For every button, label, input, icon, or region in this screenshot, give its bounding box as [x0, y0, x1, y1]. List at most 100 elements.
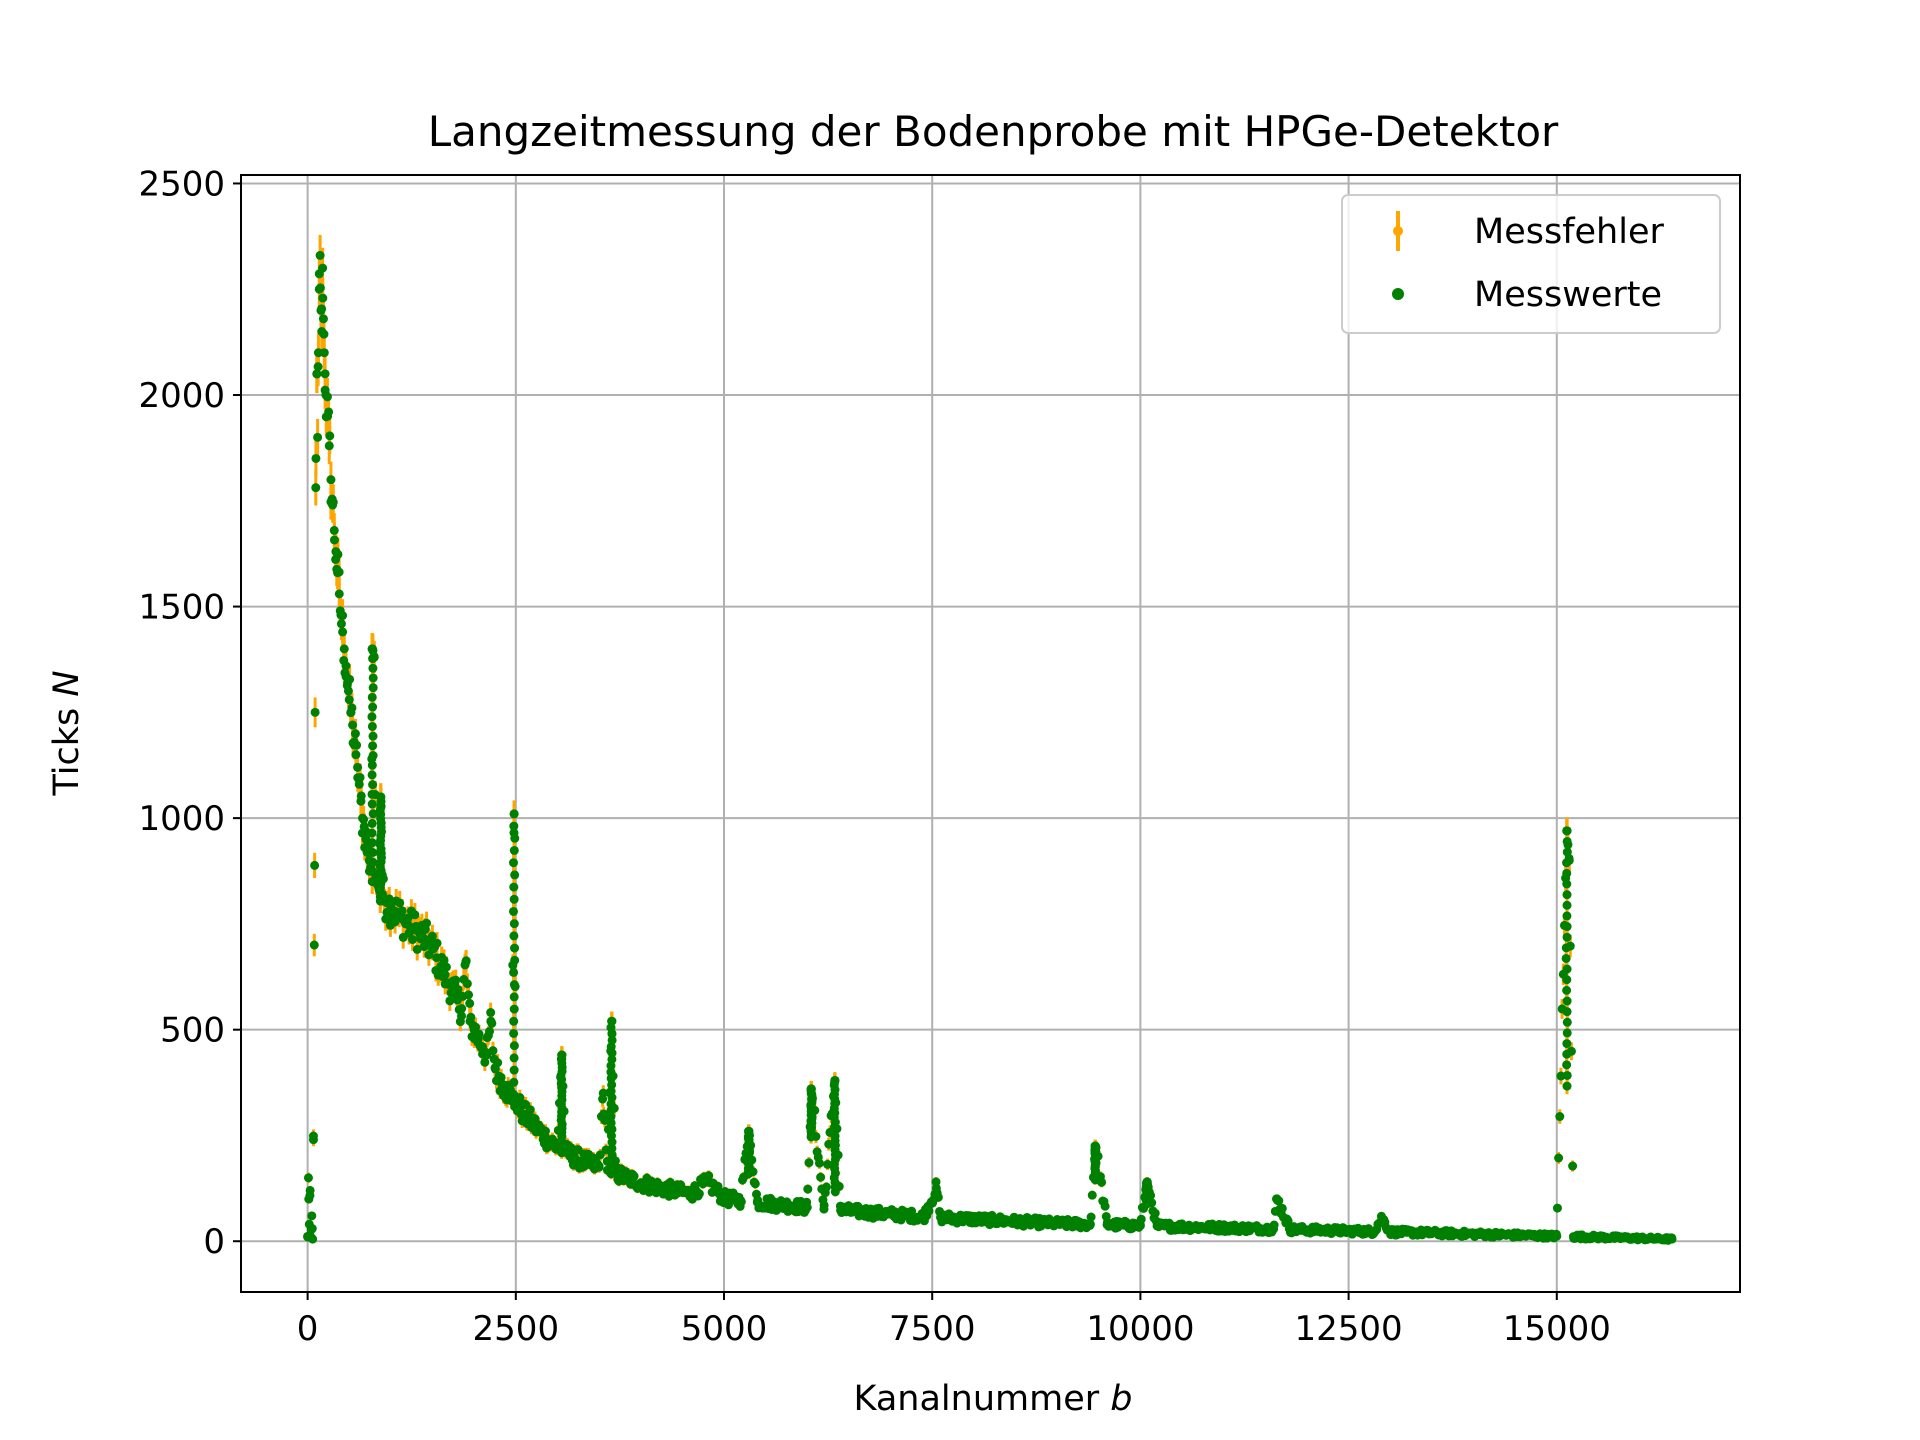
- data-point: [465, 1016, 475, 1026]
- data-point: [368, 780, 378, 790]
- data-point: [702, 1177, 712, 1187]
- data-point: [986, 1215, 995, 1225]
- data-point: [1562, 1028, 1572, 1038]
- data-point: [1562, 1017, 1572, 1027]
- data-point: [816, 1172, 826, 1182]
- data-point: [1069, 1219, 1079, 1229]
- data-point: [509, 1004, 519, 1014]
- data-point: [606, 1105, 616, 1115]
- data-point: [317, 327, 327, 337]
- data-point: [586, 1159, 596, 1169]
- data-point: [320, 369, 330, 379]
- legend-box: [1341, 194, 1721, 334]
- data-point: [315, 250, 325, 260]
- data-point: [331, 547, 341, 557]
- data-point: [1562, 996, 1572, 1006]
- data-point: [422, 918, 432, 928]
- data-point: [323, 411, 333, 421]
- data-point: [1319, 1225, 1329, 1235]
- y-axis-label-symbol: N: [47, 670, 87, 696]
- data-point: [307, 1211, 317, 1221]
- x-axis-label-symbol: b: [1110, 1379, 1132, 1419]
- x-axis-label: Kanalnummer b: [854, 1379, 1133, 1419]
- data-point: [453, 995, 463, 1005]
- data-point: [1283, 1216, 1293, 1226]
- data-point: [395, 898, 405, 908]
- legend-label-messwerte: Messwerte: [1474, 275, 1662, 315]
- data-point: [1035, 1218, 1045, 1228]
- data-point: [1562, 879, 1572, 889]
- data-point: [480, 1057, 490, 1067]
- data-point: [606, 1112, 616, 1122]
- data-point: [329, 525, 339, 535]
- data-points: [303, 250, 1677, 1245]
- data-point: [508, 906, 518, 916]
- data-point: [1562, 1070, 1572, 1080]
- data-point: [304, 1219, 314, 1229]
- data-point: [606, 1118, 616, 1128]
- data-point: [836, 1205, 846, 1215]
- data-point: [1152, 1221, 1162, 1231]
- data-point: [310, 860, 320, 870]
- legend: Messfehler Messwerte: [1341, 194, 1721, 334]
- data-point: [607, 1054, 617, 1064]
- data-point: [509, 1053, 519, 1063]
- x-tick-label: 2500: [473, 1309, 560, 1349]
- data-point: [1452, 1229, 1462, 1239]
- x-tick-label: 7500: [889, 1309, 976, 1349]
- data-point: [1135, 1221, 1145, 1231]
- data-point: [364, 855, 374, 865]
- data-point: [602, 1165, 612, 1175]
- data-point: [1277, 1203, 1287, 1213]
- data-point: [823, 1159, 833, 1169]
- data-point: [498, 1080, 508, 1090]
- data-point: [719, 1193, 729, 1203]
- data-point: [461, 957, 471, 967]
- data-point: [509, 992, 519, 1002]
- data-point: [569, 1152, 579, 1162]
- data-point: [448, 987, 458, 997]
- data-point: [924, 1206, 934, 1216]
- data-point: [473, 1033, 483, 1043]
- data-point: [1562, 922, 1572, 932]
- data-point: [669, 1185, 679, 1195]
- data-point: [367, 818, 377, 828]
- data-point: [1485, 1229, 1495, 1239]
- data-point: [1562, 868, 1572, 878]
- data-point: [1652, 1234, 1662, 1244]
- data-point: [902, 1210, 912, 1220]
- data-point: [343, 686, 353, 696]
- data-point: [561, 1147, 571, 1157]
- data-point: [1562, 1060, 1572, 1070]
- data-point: [1272, 1194, 1282, 1204]
- data-point: [1535, 1231, 1545, 1241]
- data-point: [423, 938, 433, 948]
- data-point: [502, 1086, 512, 1096]
- data-point: [1502, 1230, 1512, 1240]
- data-point: [1562, 964, 1572, 974]
- plot-frame: [240, 174, 1741, 1293]
- data-point: [636, 1178, 646, 1188]
- data-point: [1202, 1222, 1212, 1232]
- data-point: [351, 750, 361, 760]
- data-point: [368, 663, 378, 673]
- data-point: [373, 877, 383, 887]
- data-point: [328, 500, 338, 510]
- data-point: [1562, 932, 1572, 942]
- data-point: [336, 610, 346, 620]
- data-point: [1185, 1222, 1195, 1232]
- data-point: [367, 712, 377, 722]
- data-point: [1335, 1226, 1345, 1236]
- data-point: [324, 441, 334, 451]
- data-point: [367, 799, 377, 809]
- data-point: [336, 619, 346, 629]
- data-point: [509, 980, 519, 990]
- plot-background: [241, 175, 1740, 1292]
- data-point: [346, 707, 356, 717]
- data-point: [469, 1025, 479, 1035]
- data-point: [577, 1156, 587, 1166]
- data-point: [1435, 1228, 1445, 1238]
- data-point: [509, 931, 519, 941]
- data-point: [1219, 1223, 1229, 1233]
